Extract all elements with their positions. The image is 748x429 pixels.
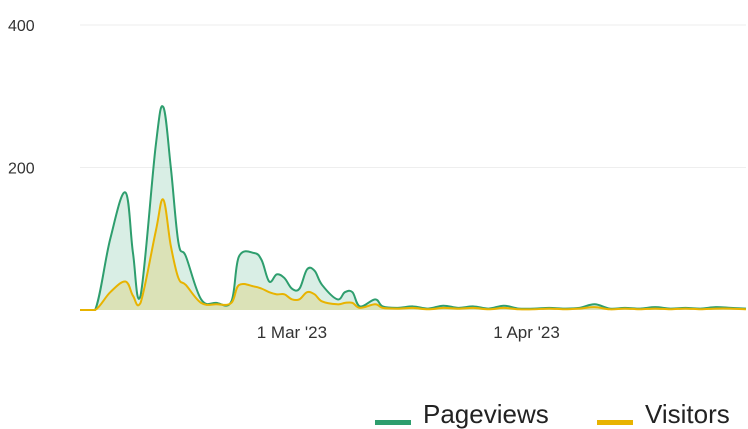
pageviews-area xyxy=(80,106,746,311)
y-axis-ticks: 200 400 xyxy=(8,18,35,178)
legend-swatch-pageviews xyxy=(375,420,411,425)
grid-layer xyxy=(80,24,746,168)
y-tick-label-200: 200 xyxy=(8,161,35,178)
legend: Pageviews Visitors xyxy=(375,399,730,429)
legend-label-visitors: Visitors xyxy=(645,399,730,429)
x-tick-label-1: 1 Apr '23 xyxy=(493,323,560,342)
visitors-area xyxy=(80,199,746,310)
visitors-line xyxy=(80,198,747,311)
legend-label-pageviews: Pageviews xyxy=(423,399,549,429)
y-tick-label-400: 400 xyxy=(8,18,35,35)
x-tick-label-0: 1 Mar '23 xyxy=(257,323,327,342)
series-areas xyxy=(80,106,746,311)
series-lines xyxy=(80,105,747,311)
x-axis-ticks: 1 Mar '23 1 Apr '23 xyxy=(257,323,560,342)
legend-swatch-visitors xyxy=(597,420,633,425)
